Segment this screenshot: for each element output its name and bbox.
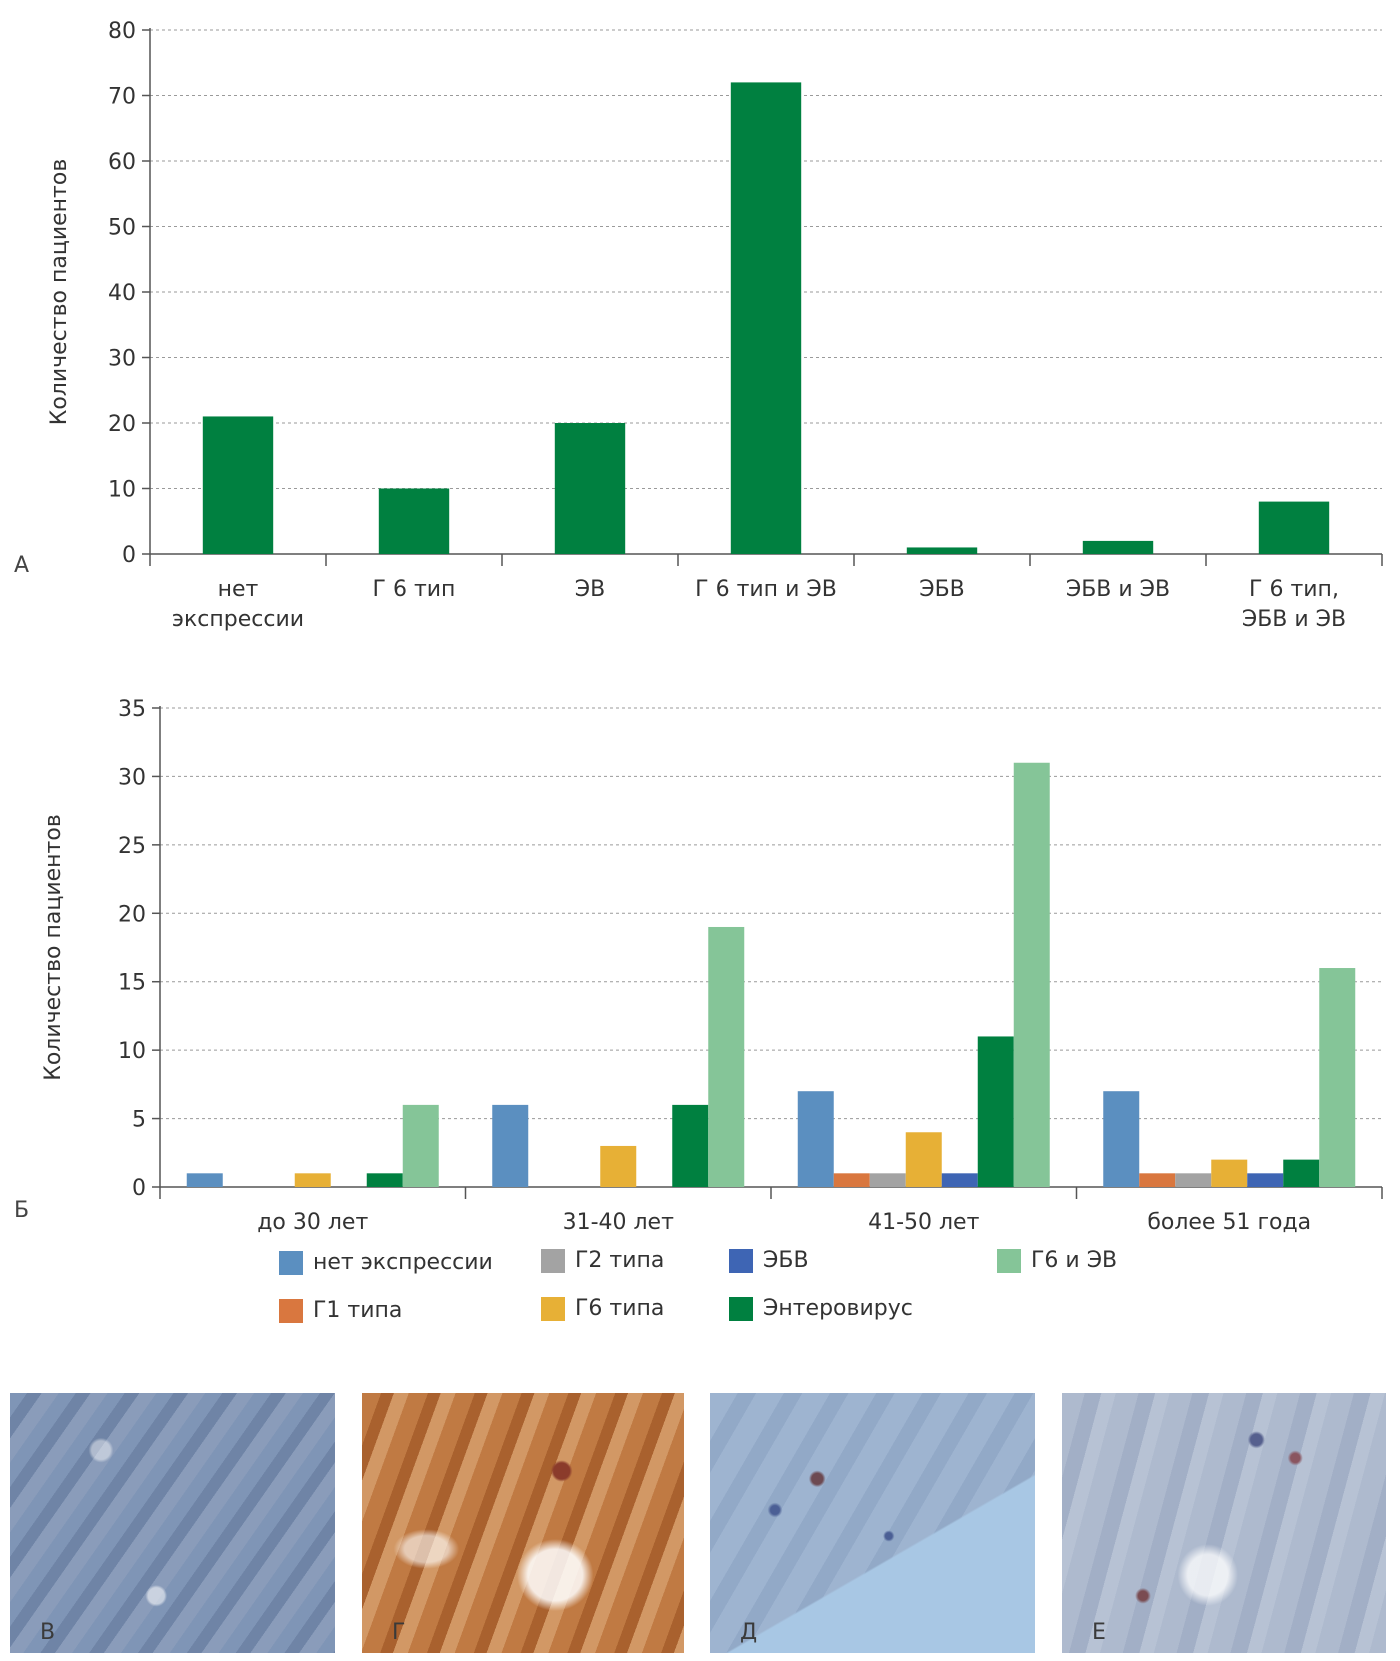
x-tick-label: нет (218, 577, 259, 602)
bar (1211, 1159, 1248, 1187)
bar (492, 1104, 529, 1187)
y-tick-label: 20 (108, 412, 136, 437)
bar (202, 416, 274, 554)
x-tick-label: экспрессии (172, 607, 304, 632)
y-tick-label: 30 (118, 765, 146, 790)
bar (294, 1173, 331, 1187)
legend-label: нет экспрессии (313, 1250, 493, 1275)
bar (1283, 1159, 1320, 1187)
x-tick-label: Г 6 тип, (1249, 577, 1339, 602)
bar (1258, 501, 1330, 554)
micrograph-g: Г (362, 1393, 684, 1653)
bar (1103, 1091, 1140, 1187)
bar (1082, 540, 1154, 554)
bar (869, 1173, 906, 1187)
y-tick-label: 10 (118, 1039, 146, 1064)
legend-swatch (729, 1296, 753, 1321)
x-tick-label: ЭБВ и ЭВ (1242, 607, 1346, 632)
legend-item: ЭБВ (729, 1248, 809, 1273)
bar (906, 547, 978, 554)
y-tick-label: 50 (108, 216, 136, 241)
legend-swatch (541, 1296, 565, 1321)
panel-label-b: Б (14, 1198, 30, 1223)
y-tick-label: 15 (118, 971, 146, 996)
bar (708, 926, 745, 1187)
micrograph-v: В (10, 1393, 335, 1653)
bar (1175, 1173, 1212, 1187)
legend-label: ЭБВ (763, 1248, 809, 1273)
bar (833, 1173, 870, 1187)
bar (402, 1104, 439, 1187)
y-tick-label: 20 (118, 902, 146, 927)
y-tick-label: 25 (118, 834, 146, 859)
y-tick-label: 30 (108, 347, 136, 372)
x-tick-label: ЭВ (575, 577, 605, 602)
bar (378, 488, 450, 554)
chart-a: 0 10 20 30 40 50 60 70 80 Количество пациентов нет… (47, 19, 1383, 632)
photo-label: Е (1092, 1620, 1106, 1645)
photo-label: В (40, 1620, 56, 1645)
bar (1319, 968, 1356, 1187)
x-tick-label: Г 6 тип (373, 577, 456, 602)
chart-b-legend: нет экспрессии Г1 типа Г2 типа Г6 типа Э… (0, 1248, 1400, 1360)
x-tick-label: Г 6 тип и ЭВ (695, 577, 837, 602)
chart-b: 0 5 10 15 20 25 30 35 Количество пациентов до 30 … (41, 697, 1383, 1235)
y-tick-label: 70 (108, 85, 136, 110)
photo-label: Г (392, 1620, 406, 1645)
legend-label: Энтеровирус (763, 1296, 913, 1321)
legend-item: Энтеровирус (729, 1296, 913, 1321)
y-tick-label: 80 (108, 19, 136, 44)
bar (554, 423, 626, 554)
bar (905, 1132, 942, 1187)
bar (797, 1091, 834, 1187)
x-tick-label: до 30 лет (257, 1210, 368, 1235)
legend-item: Г2 типа (541, 1248, 664, 1273)
y-tick-label: 35 (118, 697, 146, 722)
legend-item: нет экспрессии (279, 1250, 493, 1275)
legend-label: Г1 типа (313, 1298, 403, 1323)
micrograph-d: Д (710, 1393, 1035, 1653)
y-axis-label: Количество пациентов (41, 814, 66, 1081)
bar (977, 1036, 1014, 1187)
legend-label: Г6 и ЭВ (1031, 1248, 1118, 1273)
legend-item: Г1 типа (279, 1298, 402, 1323)
micrograph-e: Е (1062, 1393, 1386, 1653)
bar (366, 1173, 403, 1187)
bar (600, 1145, 637, 1187)
bar (1013, 762, 1050, 1187)
x-tick-label: ЭБВ (919, 577, 965, 602)
bar (1247, 1173, 1284, 1187)
bar (941, 1173, 978, 1187)
y-tick-label: 0 (122, 543, 136, 568)
legend-swatch (729, 1248, 753, 1273)
legend-swatch (279, 1250, 303, 1275)
bar (1139, 1173, 1176, 1187)
legend-swatch (279, 1298, 303, 1323)
photo-label: Д (740, 1620, 758, 1645)
x-tick-label: более 51 года (1147, 1210, 1311, 1235)
x-tick-label: 31-40 лет (563, 1210, 675, 1235)
y-tick-label: 10 (108, 478, 136, 503)
legend-label: Г6 типа (575, 1296, 665, 1321)
legend-label: Г2 типа (575, 1248, 665, 1273)
y-tick-label: 40 (108, 281, 136, 306)
bar (730, 82, 802, 555)
legend-swatch (541, 1248, 565, 1273)
legend-item: Г6 и ЭВ (997, 1248, 1117, 1273)
bar (186, 1173, 223, 1187)
legend-swatch (997, 1248, 1021, 1273)
x-tick-label: ЭБВ и ЭВ (1066, 577, 1170, 602)
bar (672, 1104, 709, 1187)
y-tick-label: 0 (132, 1176, 146, 1201)
panel-label-a: А (14, 553, 30, 578)
y-tick-label: 60 (108, 150, 136, 175)
legend-item: Г6 типа (541, 1296, 664, 1321)
x-tick-label: 41-50 лет (868, 1210, 980, 1235)
y-tick-label: 5 (132, 1108, 146, 1133)
y-axis-label: Количество пациентов (47, 159, 72, 426)
